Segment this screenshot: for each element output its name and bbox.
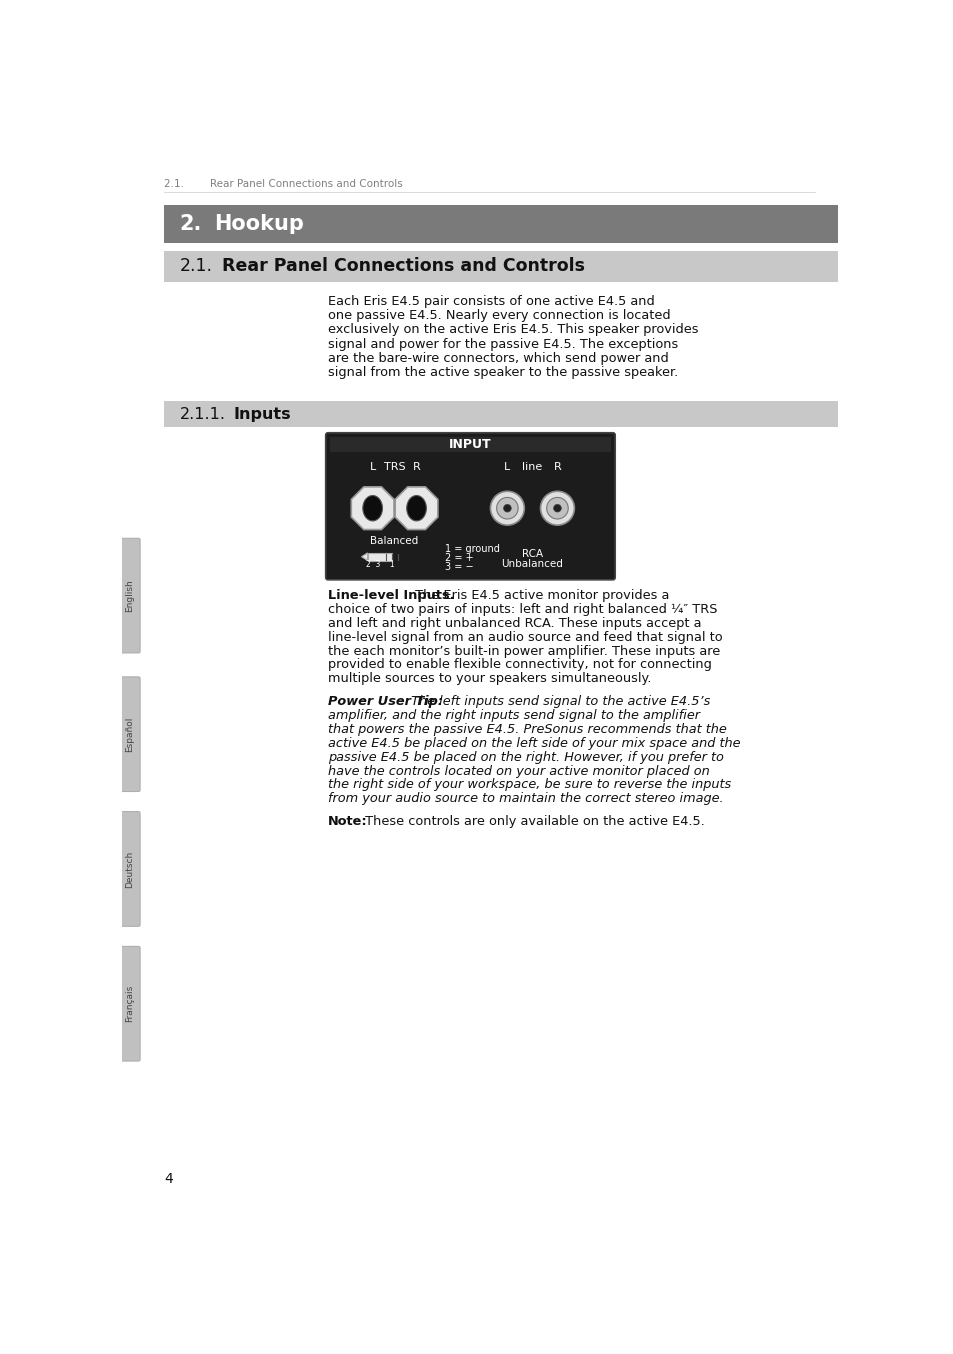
Ellipse shape — [362, 496, 382, 521]
Circle shape — [546, 497, 568, 519]
FancyBboxPatch shape — [164, 204, 837, 244]
Circle shape — [490, 492, 524, 525]
Text: line-level signal from an audio source and feed that signal to: line-level signal from an audio source a… — [328, 631, 721, 643]
Text: The left inputs send signal to the active E4.5’s: The left inputs send signal to the activ… — [406, 696, 709, 708]
Text: R: R — [553, 463, 560, 473]
Text: Français: Français — [126, 986, 134, 1022]
Text: signal from the active speaker to the passive speaker.: signal from the active speaker to the pa… — [328, 366, 678, 379]
FancyBboxPatch shape — [329, 436, 611, 452]
Text: English: English — [126, 580, 134, 612]
Text: 2.1.: 2.1. — [179, 257, 213, 275]
Text: Inputs: Inputs — [233, 406, 291, 421]
Text: 2.: 2. — [179, 214, 201, 234]
Text: 2  3    1: 2 3 1 — [366, 561, 395, 569]
FancyBboxPatch shape — [120, 811, 140, 926]
Circle shape — [503, 504, 511, 512]
Text: RCA: RCA — [521, 550, 542, 559]
Text: from your audio source to maintain the correct stereo image.: from your audio source to maintain the c… — [328, 792, 723, 806]
FancyBboxPatch shape — [325, 433, 615, 580]
FancyBboxPatch shape — [120, 539, 140, 653]
Text: TRS: TRS — [383, 463, 405, 473]
Text: L: L — [369, 463, 375, 473]
Text: R: R — [413, 463, 420, 473]
Text: The Eris E4.5 active monitor provides a: The Eris E4.5 active monitor provides a — [411, 589, 669, 603]
Text: one passive E4.5. Nearly every connection is located: one passive E4.5. Nearly every connectio… — [328, 309, 670, 322]
Text: provided to enable flexible connectivity, not for connecting: provided to enable flexible connectivity… — [328, 658, 711, 672]
FancyBboxPatch shape — [120, 677, 140, 792]
Text: Rear Panel Connections and Controls: Rear Panel Connections and Controls — [221, 257, 584, 275]
Text: active E4.5 be placed on the left side of your mix space and the: active E4.5 be placed on the left side o… — [328, 737, 740, 750]
Text: 2.1.        Rear Panel Connections and Controls: 2.1. Rear Panel Connections and Controls — [164, 179, 402, 190]
Text: the right side of your workspace, be sure to reverse the inputs: the right side of your workspace, be sur… — [328, 779, 731, 792]
Polygon shape — [395, 487, 437, 529]
Circle shape — [553, 504, 560, 512]
Text: amplifier, and the right inputs send signal to the amplifier: amplifier, and the right inputs send sig… — [328, 709, 700, 722]
Text: are the bare-wire connectors, which send power and: are the bare-wire connectors, which send… — [328, 352, 668, 364]
FancyBboxPatch shape — [367, 552, 392, 561]
Text: signal and power for the passive E4.5. The exceptions: signal and power for the passive E4.5. T… — [328, 337, 678, 351]
Text: exclusively on the active Eris E4.5. This speaker provides: exclusively on the active Eris E4.5. Thi… — [328, 324, 698, 336]
Polygon shape — [351, 487, 394, 529]
Text: 3 = −: 3 = − — [444, 562, 473, 573]
Text: These controls are only available on the active E4.5.: These controls are only available on the… — [361, 815, 704, 829]
Circle shape — [540, 492, 574, 525]
FancyBboxPatch shape — [164, 250, 837, 282]
Text: 1 = ground: 1 = ground — [444, 544, 499, 554]
Polygon shape — [361, 552, 367, 561]
Text: Deutsch: Deutsch — [126, 850, 134, 888]
Text: the each monitor’s built-in power amplifier. These inputs are: the each monitor’s built-in power amplif… — [328, 645, 720, 658]
Text: passive E4.5 be placed on the right. However, if you prefer to: passive E4.5 be placed on the right. How… — [328, 750, 723, 764]
Circle shape — [497, 497, 517, 519]
Text: line: line — [521, 463, 542, 473]
Text: Note:: Note: — [328, 815, 367, 829]
Text: Unbalanced: Unbalanced — [501, 559, 563, 570]
Text: L: L — [504, 463, 510, 473]
Text: and left and right unbalanced RCA. These inputs accept a: and left and right unbalanced RCA. These… — [328, 617, 700, 630]
Text: that powers the passive E4.5. PreSonus recommends that the: that powers the passive E4.5. PreSonus r… — [328, 723, 726, 737]
Text: Each Eris E4.5 pair consists of one active E4.5 and: Each Eris E4.5 pair consists of one acti… — [328, 295, 654, 307]
FancyBboxPatch shape — [164, 401, 837, 428]
Text: Line-level Inputs.: Line-level Inputs. — [328, 589, 455, 603]
Text: 4: 4 — [164, 1171, 172, 1186]
FancyBboxPatch shape — [120, 946, 140, 1062]
Ellipse shape — [406, 496, 426, 521]
Text: Power User Tip:: Power User Tip: — [328, 696, 442, 708]
Text: 2 = +: 2 = + — [444, 554, 473, 563]
Text: Balanced: Balanced — [370, 536, 418, 546]
Text: 2.1.1.: 2.1.1. — [179, 406, 225, 421]
Text: Español: Español — [126, 716, 134, 751]
Text: multiple sources to your speakers simultaneously.: multiple sources to your speakers simult… — [328, 672, 651, 685]
Text: Hookup: Hookup — [213, 214, 304, 234]
Text: INPUT: INPUT — [449, 437, 491, 451]
Text: choice of two pairs of inputs: left and right balanced ¼″ TRS: choice of two pairs of inputs: left and … — [328, 603, 717, 616]
Text: have the controls located on your active monitor placed on: have the controls located on your active… — [328, 765, 709, 777]
